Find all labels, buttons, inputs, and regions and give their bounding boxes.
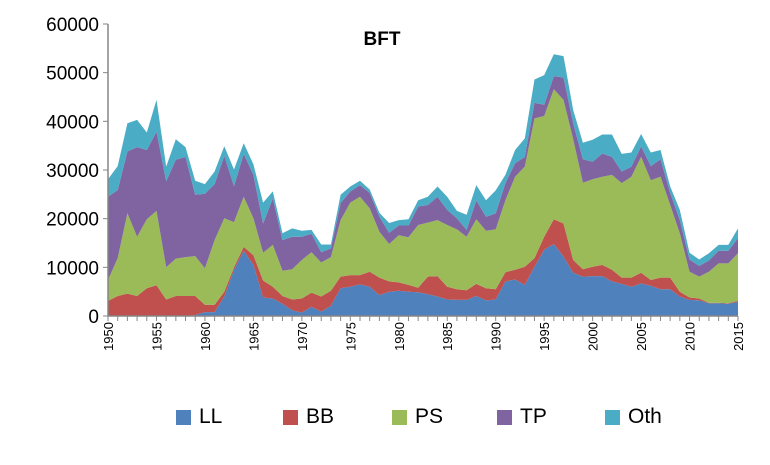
y-tick-label: 20000 — [46, 210, 99, 231]
area-layers — [108, 54, 738, 316]
legend: LL BB PS TP Oth — [0, 405, 770, 435]
area-ll — [108, 244, 738, 316]
x-tick-label: 1980 — [392, 322, 407, 351]
y-tick-label: 10000 — [46, 258, 99, 279]
area-ps — [108, 89, 738, 305]
x-tick-label: 1995 — [537, 322, 552, 351]
y-tick-label: 60000 — [46, 15, 99, 36]
y-tick-label: 0 — [88, 307, 99, 328]
area-oth — [108, 54, 738, 266]
legend-swatch-bb — [283, 409, 298, 425]
x-tick-label: 2005 — [634, 322, 649, 351]
x-tick-label: 1970 — [295, 322, 310, 351]
legend-label-bb: BB — [306, 405, 335, 428]
legend-item-ps: PS — [392, 405, 443, 429]
legend-label-ps: PS — [415, 405, 444, 428]
x-tick-label: 1955 — [149, 322, 164, 351]
x-tick-labels: 1950 1955 1960 1965 1970 1975 1980 1985 1990 1995… — [101, 316, 746, 351]
y-tick-label: 50000 — [46, 64, 99, 85]
x-tick-label: 1950 — [101, 322, 116, 351]
legend-swatch-oth — [605, 409, 620, 425]
x-tick-label: 1990 — [489, 322, 504, 351]
x-tick-label: 2000 — [586, 322, 601, 351]
y-tick-labels: 0 10000 20000 30000 40000 50000 60000 — [46, 15, 108, 328]
legend-label-oth: Oth — [628, 405, 662, 428]
area-bb — [108, 219, 738, 316]
area-tp — [108, 76, 738, 280]
x-tick-label: 1960 — [198, 322, 213, 351]
legend-item-ll: LL — [176, 405, 222, 429]
x-tick-label: 1965 — [246, 322, 261, 351]
legend-swatch-ll — [176, 409, 191, 425]
y-tick-label: 40000 — [46, 112, 99, 133]
x-tick-label: 2015 — [731, 322, 746, 351]
x-tick-label: 1975 — [343, 322, 358, 351]
chart-title: BFT — [364, 29, 401, 50]
legend-swatch-tp — [497, 409, 512, 425]
legend-item-bb: BB — [283, 405, 334, 429]
legend-swatch-ps — [392, 409, 407, 425]
legend-item-tp: TP — [497, 405, 547, 429]
legend-label-tp: TP — [520, 405, 547, 428]
legend-item-oth: Oth — [605, 405, 662, 429]
y-tick-label: 30000 — [46, 161, 99, 182]
x-tick-label: 2010 — [683, 322, 698, 351]
legend-label-ll: LL — [199, 405, 223, 428]
x-tick-label: 1985 — [440, 322, 455, 351]
